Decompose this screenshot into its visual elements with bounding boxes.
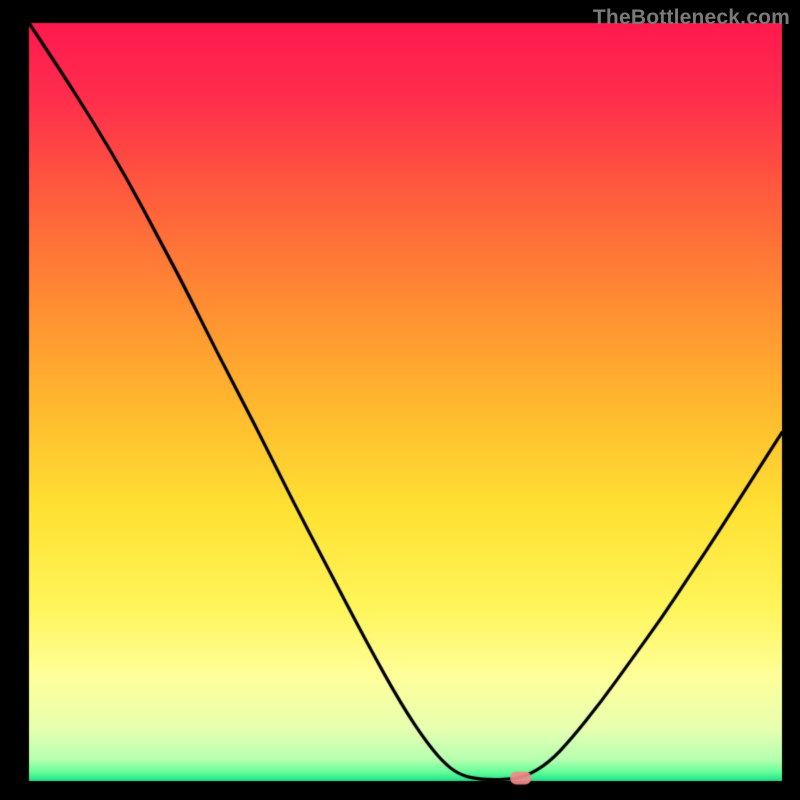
watermark-label: TheBottleneck.com [593, 6, 790, 30]
chart-root: TheBottleneck.com [0, 0, 800, 800]
bottleneck-chart [0, 0, 800, 800]
